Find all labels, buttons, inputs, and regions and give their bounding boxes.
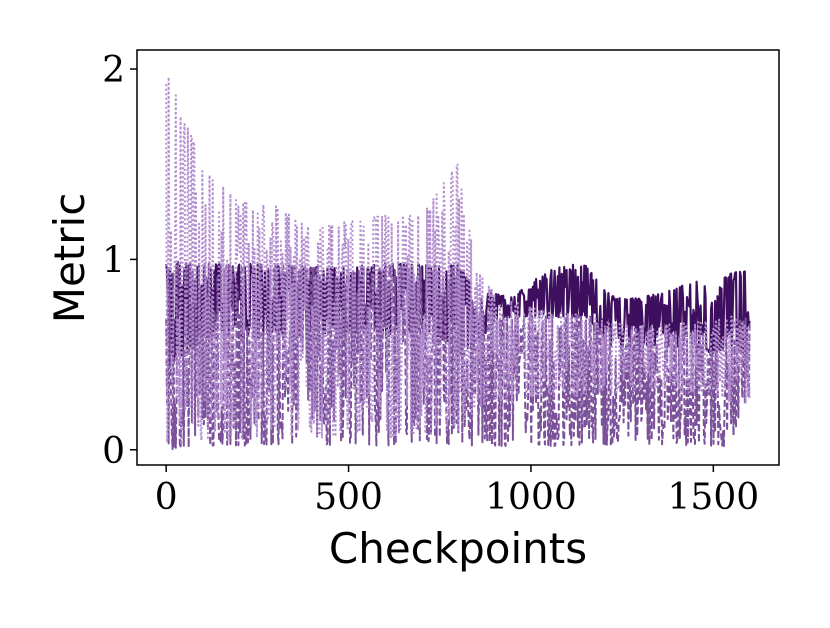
y-tick-label: 2 [102,50,125,91]
plot-frame [136,49,780,466]
y-axis-label: Metric [45,193,94,324]
series-layer [165,76,751,451]
x-axis-label: Checkpoints [329,524,587,573]
y-tick-label: 0 [102,431,125,472]
x-tick-label: 1500 [668,477,760,518]
x-axis: 0 500 1000 1500 [155,465,759,518]
y-tick-label: 1 [102,240,125,281]
series-line-dotted [165,76,751,446]
x-tick-label: 500 [314,477,383,518]
y-axis: 0 1 2 [102,50,137,472]
x-tick-label: 0 [155,477,178,518]
x-tick-label: 1000 [485,477,577,518]
